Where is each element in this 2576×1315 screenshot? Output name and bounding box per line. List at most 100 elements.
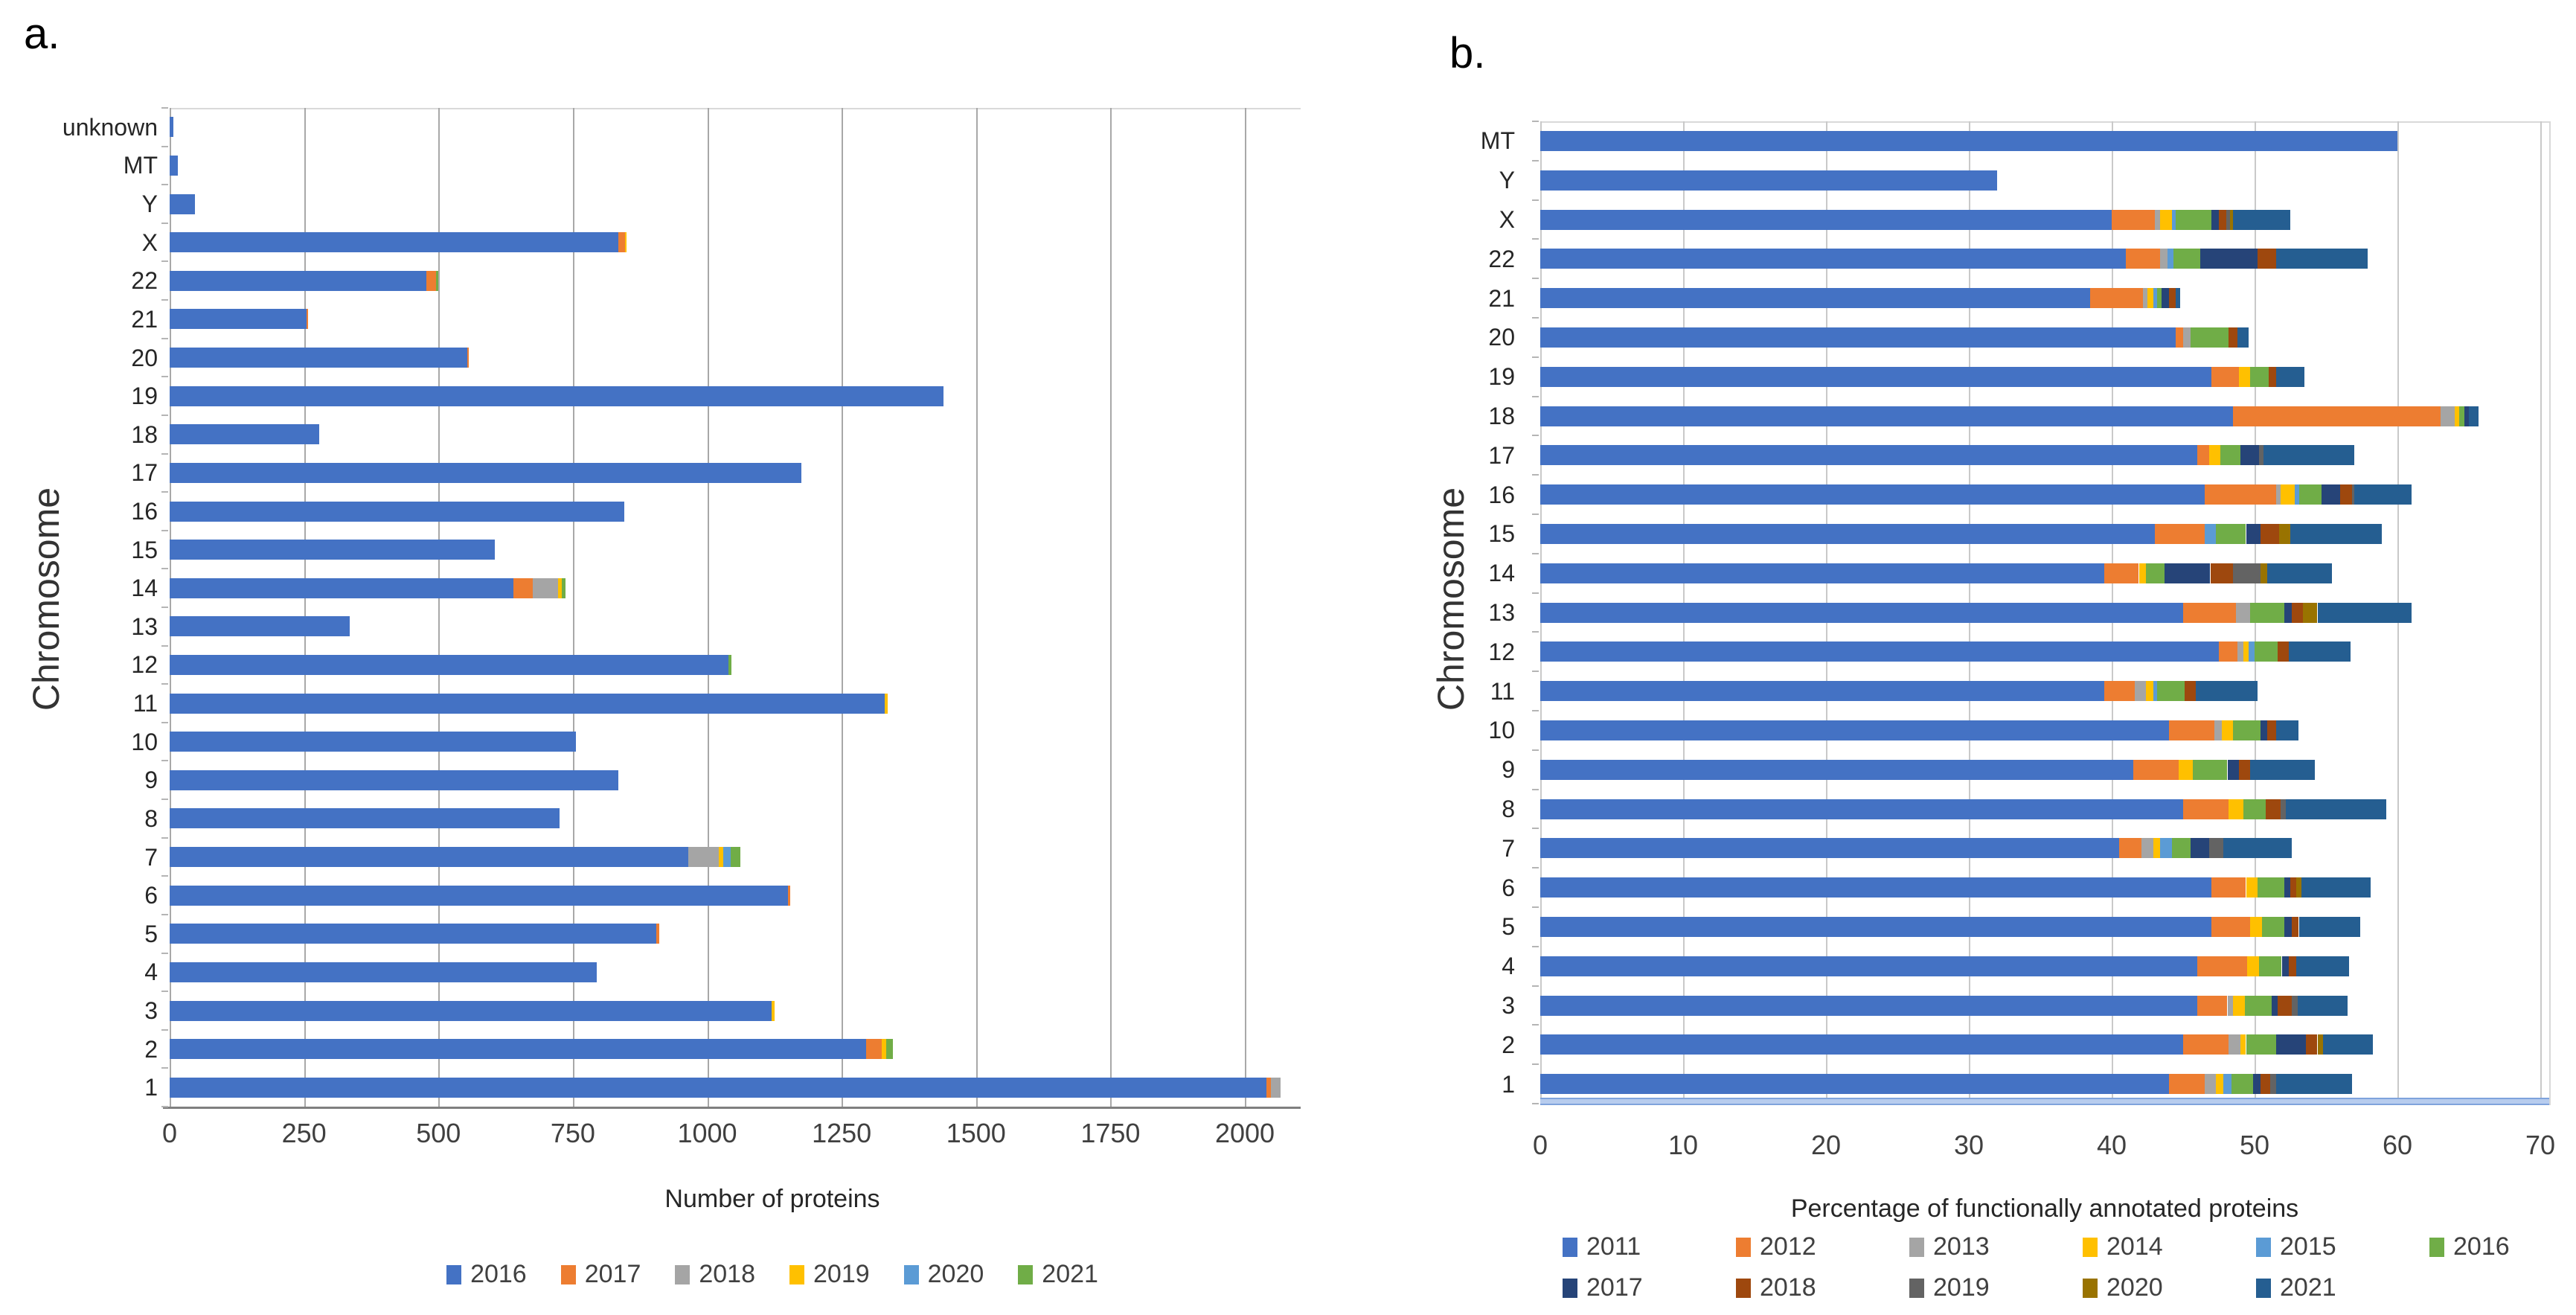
x-tick-label-1000: 1000 — [677, 1118, 737, 1148]
bar-segment-2015 — [2153, 681, 2158, 702]
y-tick-mark — [1532, 121, 1539, 122]
bar-segment-2018 — [2269, 366, 2276, 387]
y-tick-mark — [161, 452, 168, 455]
y-category-label-10: 10 — [131, 728, 158, 755]
y-category-label-22: 22 — [131, 267, 158, 295]
bar-segment-2016 — [170, 808, 560, 829]
bar-segment-2012 — [2197, 445, 2209, 466]
x-tick-label-750: 750 — [550, 1118, 595, 1148]
y-category-label-5: 5 — [1502, 913, 1515, 941]
y-tick-mark — [1532, 828, 1539, 830]
bar-segment-2014 — [2243, 641, 2249, 662]
y-tick-mark — [161, 376, 168, 378]
legend-item-2016: 2016 — [2429, 1232, 2576, 1261]
y-tick-mark — [161, 145, 168, 147]
bar-segment-2016 — [170, 770, 619, 790]
legend-swatch-2015 — [2256, 1237, 2271, 1257]
bar-segment-2012 — [2183, 1034, 2229, 1055]
bar-segment-2013 — [2214, 720, 2222, 740]
bar-segment-2011 — [1540, 170, 1998, 191]
y-tick-mark — [1532, 1063, 1539, 1066]
legend-swatch-2019 — [1909, 1278, 1924, 1298]
bar-segment-2014 — [2247, 956, 2259, 976]
legend-swatch-2017 — [1563, 1278, 1577, 1298]
bar-segment-2019 — [2226, 209, 2231, 230]
bar-segment-2011 — [1540, 130, 2397, 151]
y-category-label-15: 15 — [131, 536, 158, 563]
bar-segment-2019 — [882, 1039, 887, 1060]
bar-segment-2016 — [2298, 484, 2322, 505]
bar-segment-2016 — [2257, 877, 2285, 898]
bar-segment-2017 — [2464, 406, 2469, 426]
legend-swatch-2018 — [1736, 1278, 1751, 1298]
bar-segment-2018 — [2238, 759, 2251, 780]
legend-label-2014: 2014 — [2106, 1232, 2163, 1261]
bar-segment-2021 — [2295, 956, 2349, 976]
legend-item-2021: 2021 — [1018, 1260, 1098, 1289]
bar-segment-2017 — [1266, 1077, 1271, 1098]
y-category-label-11: 11 — [1490, 677, 1515, 705]
legend-swatch-2021 — [2256, 1278, 2271, 1298]
bar-segment-2016 — [170, 885, 788, 906]
y-category-label-18: 18 — [131, 420, 158, 448]
bar-segment-2019 — [2270, 1074, 2276, 1095]
y-tick-mark — [161, 644, 168, 647]
bar-segment-2018 — [2260, 523, 2279, 544]
x-tick-label-0: 0 — [161, 1118, 178, 1148]
bar-segment-2020 — [2260, 563, 2268, 583]
bar-segment-2012 — [2204, 484, 2276, 505]
y-tick-mark — [1532, 159, 1539, 161]
bar-segment-2017 — [865, 1039, 882, 1060]
legend-label-2019: 2019 — [1933, 1273, 1990, 1302]
y-tick-mark — [161, 491, 168, 493]
bar-segment-2015 — [2153, 288, 2158, 309]
x-axis-title-a: Number of proteins — [664, 1185, 880, 1213]
bar-segment-2016 — [2255, 641, 2278, 662]
y-tick-mark — [161, 721, 168, 723]
y-category-label-18: 18 — [1488, 403, 1515, 429]
y-category-label-8: 8 — [1502, 796, 1515, 822]
y-tick-mark — [1532, 631, 1539, 633]
legend-swatch-2016 — [446, 1264, 462, 1284]
bar-segment-2016 — [170, 155, 178, 176]
bar-segment-2016 — [170, 924, 656, 944]
y-category-label-7: 7 — [144, 843, 158, 871]
x-tick-label-60: 60 — [2382, 1130, 2413, 1160]
y-category-label-19: 19 — [131, 383, 158, 410]
bar-segment-2018 — [2340, 484, 2352, 505]
bar-segment-2016 — [2176, 209, 2212, 230]
bar-segment-2019 — [719, 847, 724, 867]
bar-segment-2012 — [2104, 563, 2139, 583]
x-tick-label-1250: 1250 — [812, 1118, 872, 1148]
bar-segment-2012 — [2112, 209, 2155, 230]
bar-segment-2012 — [2168, 720, 2215, 740]
bar-segment-2016 — [170, 193, 195, 214]
bar-segment-2016 — [170, 1039, 866, 1060]
bar-segment-2013 — [2141, 838, 2153, 859]
bar-segment-2012 — [2233, 406, 2441, 426]
legend-swatch-2011 — [1563, 1237, 1577, 1257]
bar-segment-2011 — [1540, 602, 2183, 623]
bar-segment-2016 — [170, 654, 729, 675]
bar-segment-2014 — [2221, 720, 2234, 740]
bar-segment-2018 — [2229, 327, 2237, 348]
y-tick-mark — [1532, 867, 1539, 869]
bar-segment-2021 — [731, 847, 741, 867]
y-tick-mark — [161, 299, 168, 301]
bar-segment-2014 — [2229, 799, 2243, 819]
legend-label-2017: 2017 — [1586, 1273, 1643, 1302]
y-category-label-19: 19 — [1488, 363, 1515, 391]
bar-segment-2018 — [2266, 799, 2281, 819]
bar-segment-2014 — [2238, 366, 2251, 387]
bar-segment-2011 — [1540, 838, 2119, 859]
y-tick-mark — [1532, 238, 1539, 240]
legend-item-2011: 2011 — [1563, 1232, 1736, 1261]
bar-segment-2012 — [2176, 327, 2183, 348]
y-category-label-21: 21 — [131, 305, 158, 333]
gridline-x-2000 — [1245, 108, 1246, 1107]
bar-segment-2016 — [170, 309, 307, 330]
y-tick-mark — [161, 952, 168, 954]
bar-segment-2012 — [2090, 288, 2144, 309]
y-category-label-8: 8 — [144, 804, 158, 832]
legend-label-2012: 2012 — [1760, 1232, 1816, 1261]
